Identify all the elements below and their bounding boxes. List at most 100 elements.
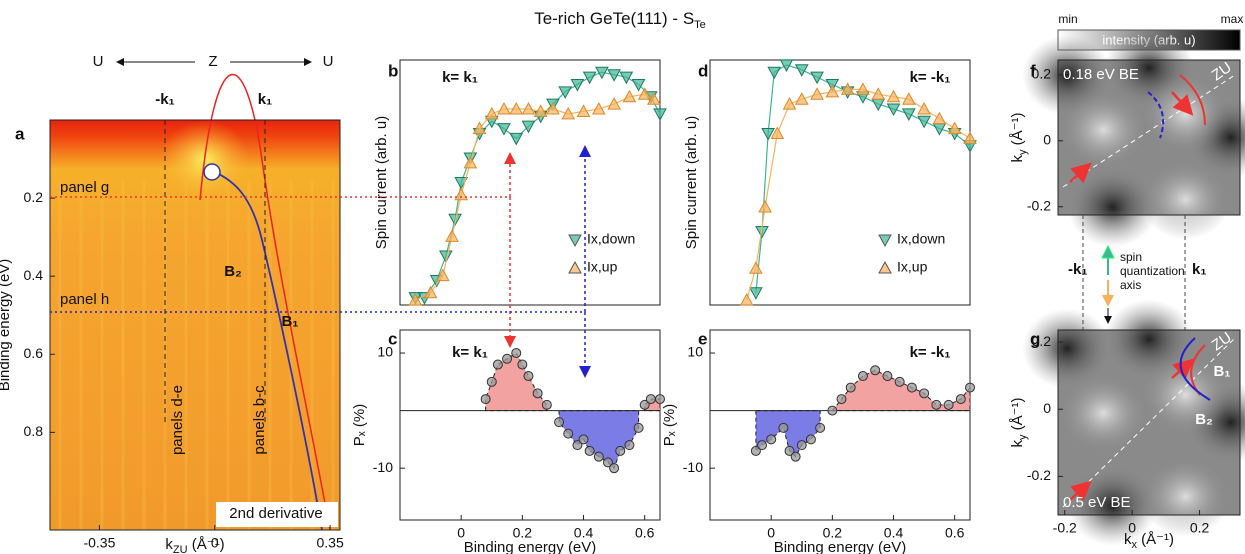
annotation: B₂ [224, 263, 242, 280]
data-point [931, 399, 942, 410]
y-tick-label: 0.6 [24, 345, 44, 361]
constant-energy-contour [1179, 74, 1206, 126]
x-tick-label: 0.2 [1190, 520, 1210, 536]
data-point [563, 428, 574, 439]
x-axis-label: Binding energy (eV) [774, 539, 907, 554]
y-axis-label: ky (Å⁻¹) [1009, 397, 1029, 447]
data-point [796, 440, 807, 451]
y-tick-label: 0 [1043, 132, 1051, 148]
map-feature [1067, 167, 1158, 248]
marker [445, 229, 459, 242]
plot-frame [709, 329, 971, 521]
annotation: B₂ [1195, 411, 1213, 428]
marker [767, 66, 782, 80]
y-tick-label: -0.2 [1027, 467, 1051, 483]
panel-letter: c [388, 329, 397, 348]
spin-arrow [1101, 244, 1115, 259]
band-curve [199, 73, 331, 531]
panel-letter: a [15, 124, 25, 143]
colorbar-min: min [1058, 12, 1077, 26]
data-point [655, 394, 665, 405]
marker [423, 285, 438, 299]
series-line [415, 71, 661, 299]
legend-label: Ix,down [587, 231, 635, 247]
data-point [894, 376, 905, 387]
marker [761, 128, 775, 141]
annotation: U [323, 53, 334, 70]
data-point [645, 394, 656, 405]
legend-marker [878, 260, 892, 274]
marker [947, 121, 962, 135]
y-tick-label: 10 [377, 344, 393, 360]
marker [533, 104, 548, 117]
annotation: 2nd derivative [229, 505, 322, 522]
y-tick-label: 0.4 [24, 267, 44, 283]
y-axis-label-main: Binding energy (eV) [0, 259, 13, 392]
legend-marker [878, 234, 892, 248]
annotation: k= k₁ [452, 344, 488, 361]
data-point [965, 382, 975, 393]
annotation: panel h [60, 291, 109, 308]
panel-letter: g [1030, 329, 1040, 348]
marker [871, 98, 886, 112]
x-tick-label: 0.6 [945, 525, 965, 541]
plot-frame [709, 59, 971, 306]
data-point [480, 394, 491, 405]
marker [749, 287, 763, 300]
label-box [216, 502, 338, 527]
data-point [805, 434, 816, 445]
y-tick-label: 10 [687, 344, 703, 360]
y-axis-label-sub: y [1017, 434, 1029, 440]
constant-energy-contour [1179, 337, 1211, 401]
marker [810, 71, 824, 85]
x-tick-label: 0 [211, 535, 219, 551]
x-tick-label: 0.4 [574, 525, 594, 541]
marker [622, 89, 637, 103]
marker [607, 97, 621, 110]
marker [472, 121, 487, 135]
marker [653, 108, 667, 121]
marker [770, 126, 785, 139]
data-point [845, 382, 856, 393]
spin-label: quantization [1120, 264, 1185, 278]
y-axis-label-sub: y [1017, 149, 1029, 155]
data-point [609, 463, 620, 474]
marker [570, 79, 585, 92]
marker [591, 101, 606, 115]
data-point [784, 445, 795, 456]
marker [794, 92, 809, 105]
marker [435, 268, 450, 282]
marker [647, 92, 661, 105]
x-tick-label: 0.6 [635, 525, 655, 541]
x-tick-label: 0 [457, 525, 465, 541]
y-axis-label-main: Spin current (arb. u) [373, 116, 390, 249]
marker [917, 101, 931, 115]
marker [509, 101, 524, 115]
marker [521, 120, 536, 134]
legend-label: Ix,up [897, 259, 928, 275]
marker [546, 101, 560, 115]
plot-frame [1057, 329, 1241, 516]
title-sub: Te [694, 19, 706, 31]
data-point [615, 445, 626, 456]
marker [794, 64, 809, 77]
y-axis-label-main: Pₓ (%) [351, 404, 368, 446]
marker [901, 108, 916, 121]
data-point [532, 388, 543, 399]
data-point [882, 371, 893, 382]
data-point [517, 359, 528, 370]
zu-line [1062, 337, 1236, 508]
marker [901, 92, 916, 105]
y-tick-label: 0.2 [24, 189, 44, 205]
data-point [502, 353, 513, 364]
y-axis-label: Spin current (arb. u) [373, 116, 390, 249]
title-main: Te-rich GeTe(111) - S [534, 9, 694, 28]
x-axis-label-unit: (Å⁻¹) [1137, 531, 1174, 548]
y-axis-label-unit: (Å⁻¹) [1009, 112, 1026, 149]
legend-label: Ix,up [587, 259, 618, 275]
map-feature [1058, 373, 1149, 454]
annotation: -k₁ [155, 91, 175, 108]
marker [484, 106, 499, 120]
map-feature [1140, 456, 1231, 537]
